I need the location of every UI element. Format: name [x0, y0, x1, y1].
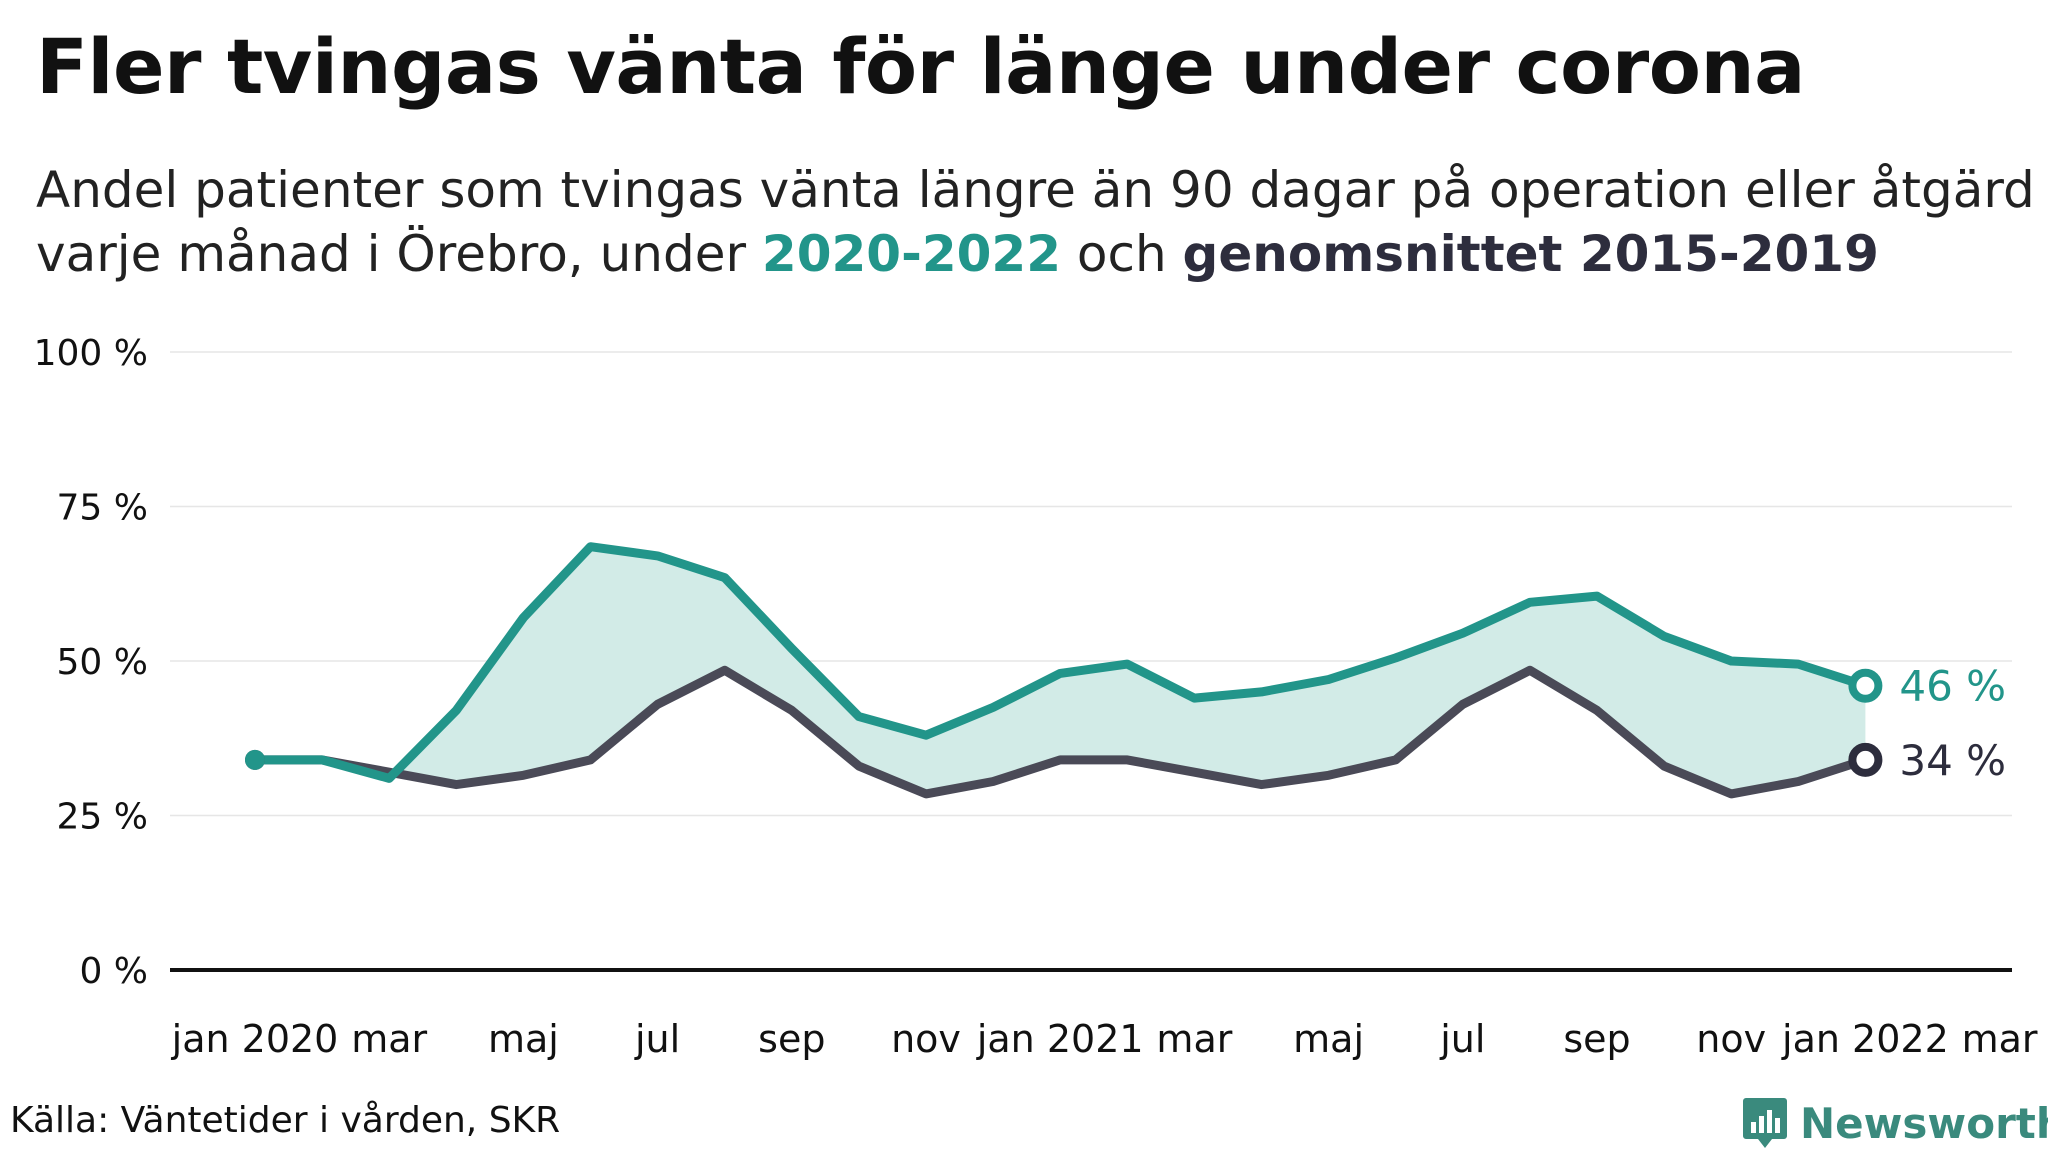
- end-marker-teal: [1848, 668, 1883, 703]
- x-tick-label: jul: [634, 1017, 680, 1061]
- end-value-label-average: 34 %: [1899, 736, 2006, 785]
- x-tick-label: sep: [758, 1017, 825, 1061]
- x-tick-label: jan 2021: [976, 1017, 1144, 1061]
- brand-logo: Newsworthy: [1742, 1096, 2048, 1150]
- y-tick-label: 25 %: [57, 797, 148, 838]
- series-line-2020-2022: [250, 542, 1870, 783]
- legend-2020-2022: 2020-2022: [761, 225, 1061, 283]
- x-tick-label: mar: [1156, 1017, 1232, 1061]
- x-tick-label: jan 2022: [1781, 1017, 1949, 1061]
- series-line-average: [250, 665, 1870, 799]
- newsworthy-logo-icon: [1743, 1098, 1787, 1148]
- x-tick-label: jan 2020: [171, 1017, 339, 1061]
- y-tick-label: 100 %: [34, 333, 148, 374]
- x-tick-label: jul: [1439, 1017, 1485, 1061]
- subtitle-line-2: varje månad i Örebro, under 2020-2022 oc…: [36, 222, 2035, 286]
- x-tick-label: maj: [1293, 1017, 1364, 1061]
- legend-average-2015-2019: genomsnittet 2015-2019: [1182, 225, 1879, 283]
- end-marker-average: [1848, 742, 1883, 777]
- y-tick-label: 75 %: [57, 488, 148, 529]
- y-tick-label: 50 %: [57, 642, 148, 683]
- start-point-2020-2022: [245, 749, 265, 770]
- x-tick-label: mar: [351, 1017, 427, 1061]
- x-tick-label: nov: [1696, 1017, 1766, 1061]
- chart-subtitle: Andel patienter som tvingas vänta längre…: [36, 158, 2035, 286]
- x-tick-label: mar: [1962, 1017, 2038, 1061]
- source-note: Källa: Väntetider i vården, SKR: [10, 1100, 561, 1141]
- subtitle-prefix: varje månad i Örebro, under: [36, 225, 762, 283]
- y-tick-label: 0 %: [79, 951, 148, 992]
- difference-area: [255, 546, 1866, 794]
- chart-title: Fler tvingas vänta för länge under coron…: [36, 22, 1805, 111]
- x-tick-label: sep: [1563, 1017, 1630, 1061]
- end-value-label-teal: 46 %: [1899, 662, 2006, 711]
- subtitle-mid: och: [1060, 225, 1183, 283]
- x-tick-label: nov: [891, 1017, 961, 1061]
- x-tick-label: maj: [488, 1017, 559, 1061]
- brand-name: Newsworthy: [1800, 1098, 2048, 1148]
- subtitle-line-1: Andel patienter som tvingas vänta längre…: [36, 161, 2035, 219]
